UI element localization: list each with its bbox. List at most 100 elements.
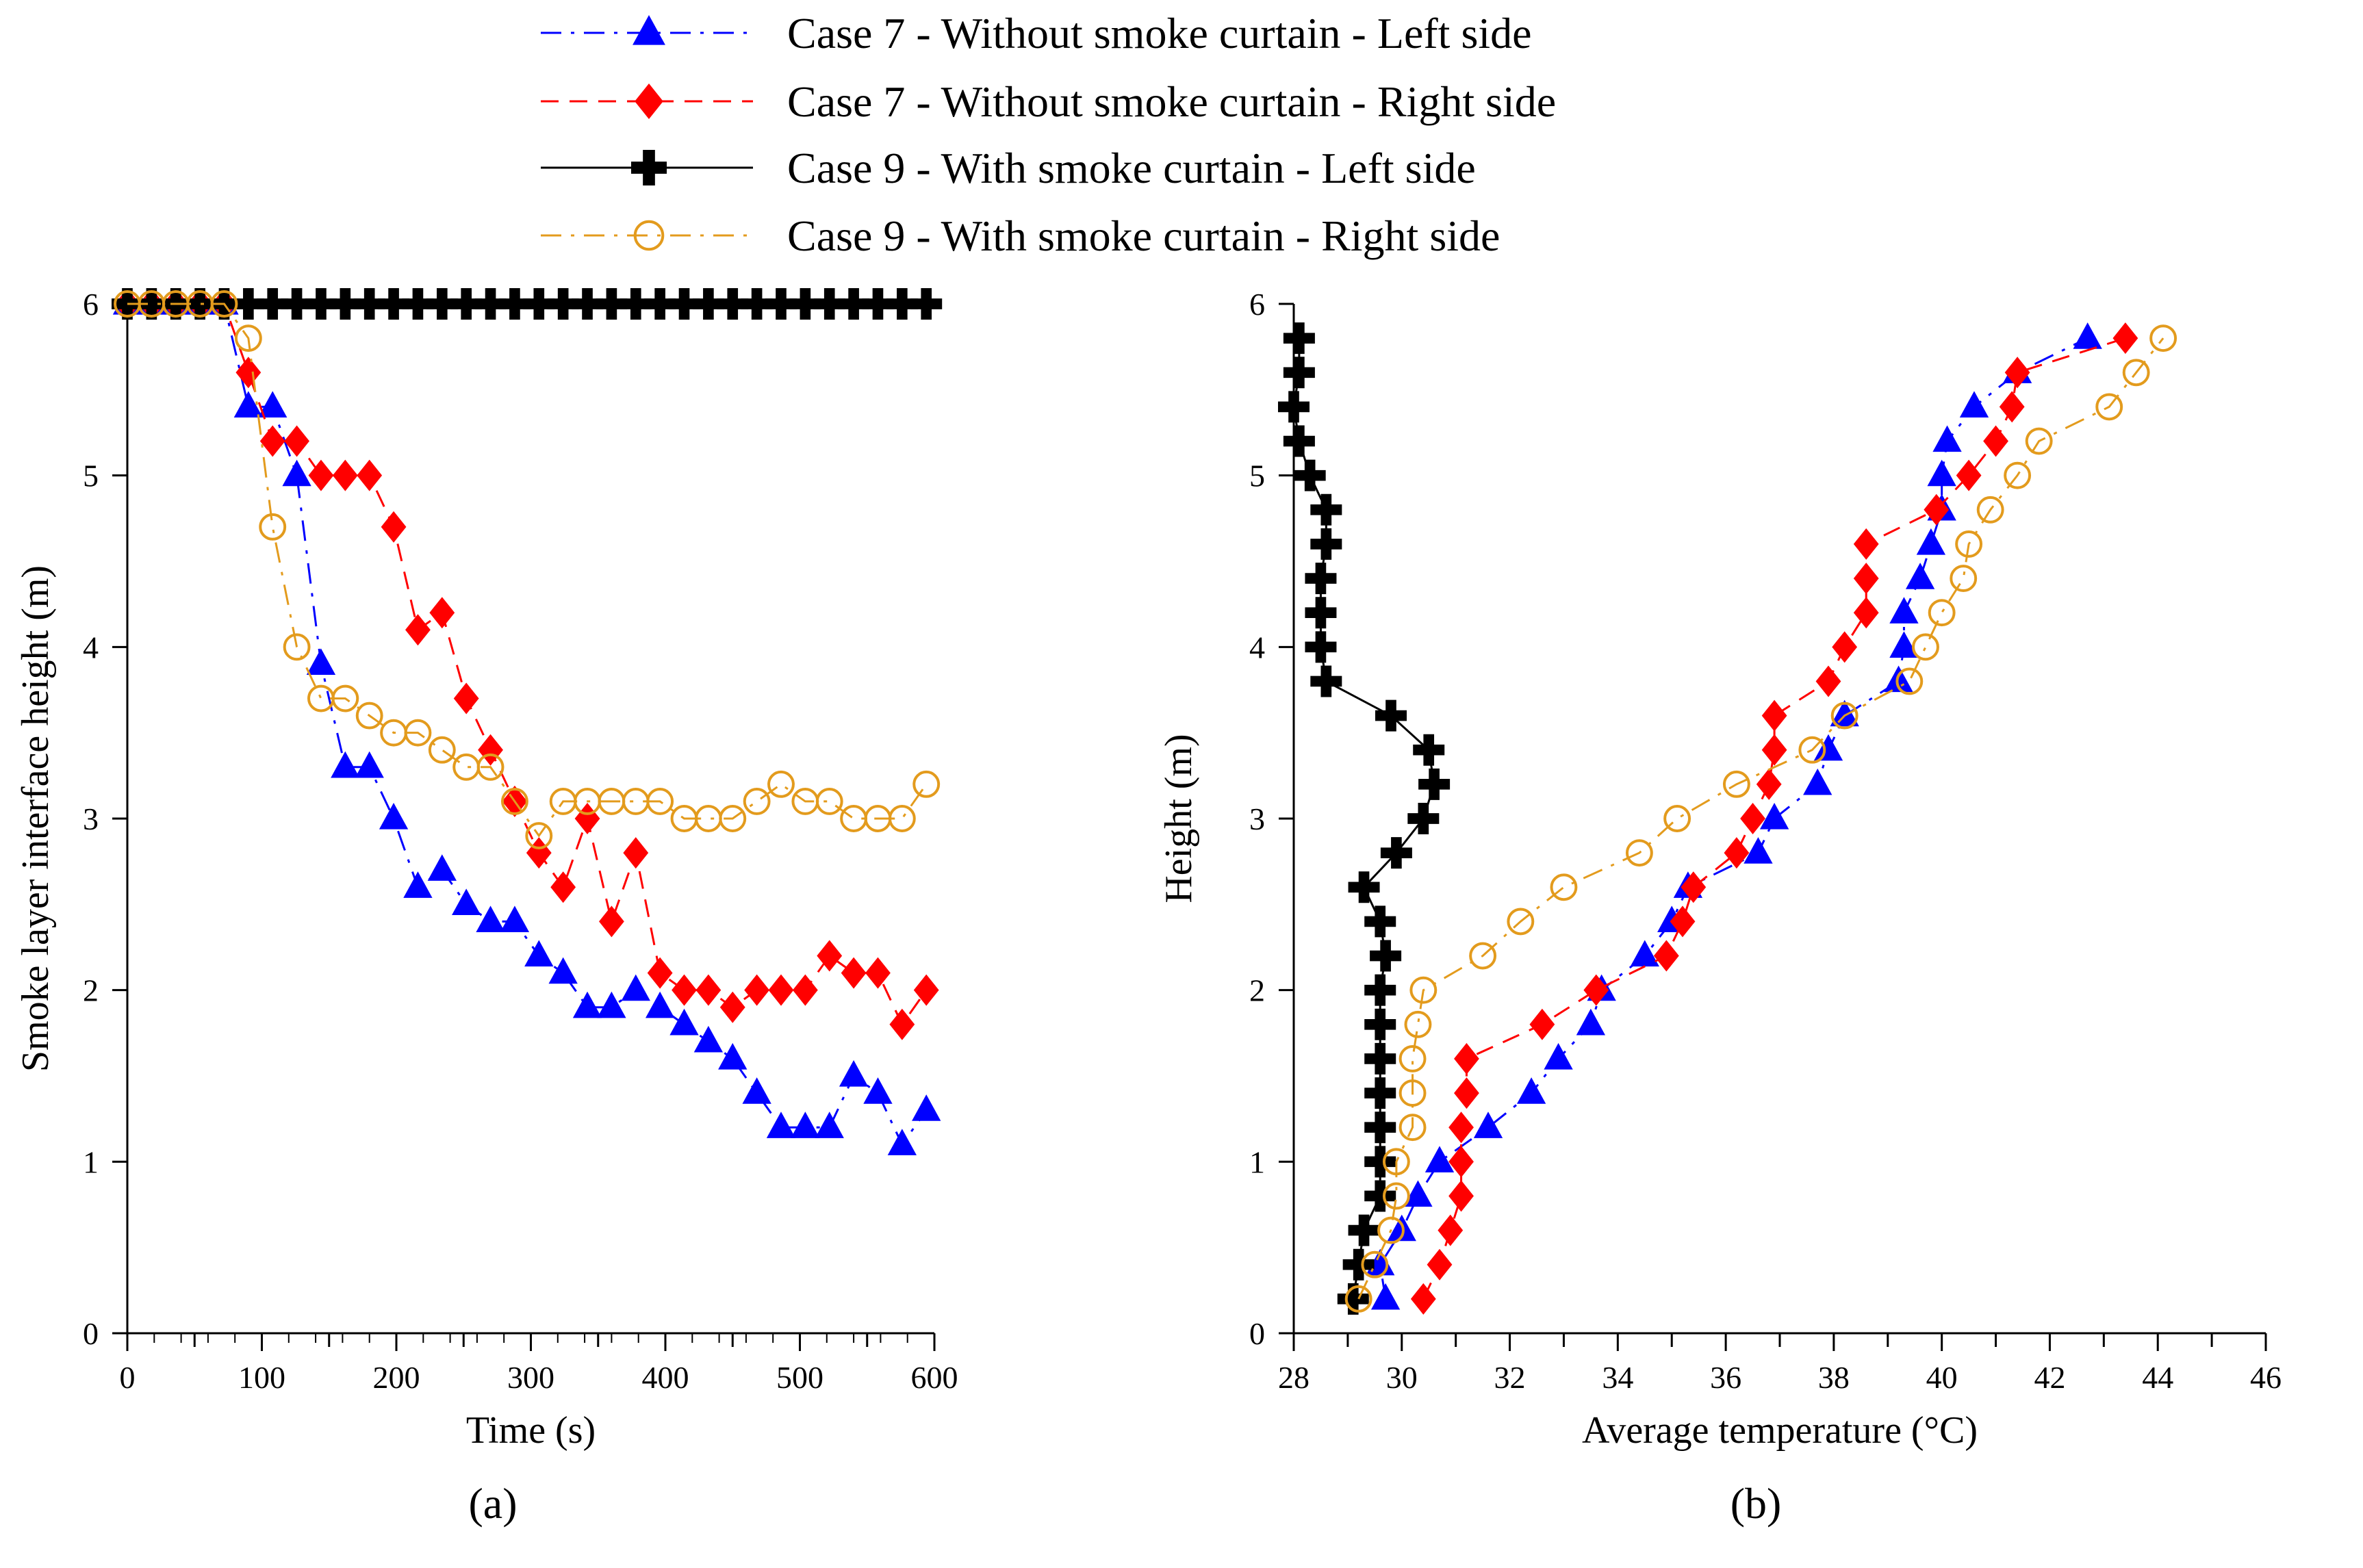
legend-marker-1 (633, 15, 665, 45)
data-point (718, 1042, 748, 1070)
data-point (259, 513, 287, 541)
data-point (1743, 837, 1773, 864)
data-point (815, 787, 843, 815)
legend-label-3: Case 9 - With smoke curtain - Left side (787, 144, 1476, 192)
data-point (353, 288, 385, 320)
data-point (597, 991, 626, 1018)
data-point (1983, 425, 2008, 457)
data-point (402, 288, 434, 320)
data-point (1438, 1214, 1464, 1246)
y-tick-label: 3 (1249, 801, 1265, 836)
data-point (1473, 1111, 1503, 1138)
data-point (572, 991, 602, 1018)
data-point (331, 751, 360, 778)
y-tick-label: 6 (1249, 287, 1265, 322)
data-point (1959, 391, 1989, 418)
data-point (1403, 1180, 1433, 1207)
data-point (889, 1008, 915, 1040)
data-point (887, 1129, 917, 1155)
data-point (1507, 908, 1535, 936)
data-point (599, 905, 624, 938)
data-point (452, 888, 481, 915)
data-point (1364, 1111, 1396, 1144)
data-point (1409, 976, 1438, 1004)
data-point (1364, 1042, 1396, 1075)
data-point (1653, 940, 1679, 972)
data-point (379, 803, 409, 830)
data-point (621, 974, 650, 1001)
data-point (1370, 940, 1402, 972)
legend-marker-2 (635, 83, 663, 119)
data-point (719, 805, 747, 832)
y-axis-title: Height (m) (1158, 734, 1200, 903)
x-axis-title: Time (s) (466, 1409, 596, 1452)
data-point (378, 288, 410, 320)
data-point (1310, 665, 1342, 697)
data-point (405, 614, 431, 646)
data-point (2004, 357, 2030, 389)
data-point (355, 702, 383, 730)
data-point (452, 753, 481, 781)
data-point (886, 288, 918, 320)
data-point (232, 288, 264, 320)
y-tick-label: 5 (83, 459, 99, 493)
data-point (669, 1008, 699, 1036)
data-point (792, 974, 818, 1006)
data-point (789, 288, 821, 320)
series-4 (1344, 324, 2177, 1313)
legend-marker-3 (631, 150, 667, 185)
data-point (913, 974, 939, 1006)
data-point (1283, 357, 1315, 389)
data-point (1950, 565, 1978, 593)
data-point (1722, 770, 1750, 798)
data-point (498, 288, 531, 320)
data-point (1361, 1250, 1389, 1278)
data-point (1283, 425, 1315, 457)
data-point (427, 854, 457, 881)
data-point (404, 719, 432, 747)
data-point (717, 288, 749, 320)
data-point (2149, 324, 2177, 352)
data-point (1375, 699, 1407, 732)
data-point (1912, 633, 1939, 661)
data-point (1364, 1077, 1396, 1109)
data-point (1625, 839, 1653, 867)
data-point (550, 871, 576, 903)
x-tick-label: 40 (1926, 1360, 1958, 1395)
y-tick-label: 2 (1249, 973, 1265, 1008)
data-point (500, 787, 528, 815)
data-point (1798, 736, 1826, 764)
data-point (672, 974, 697, 1006)
legend-label-1: Case 7 - Without smoke curtain - Left si… (787, 9, 1532, 57)
data-point (1832, 631, 1858, 663)
x-tick-label: 46 (2250, 1360, 2282, 1395)
data-point (1761, 734, 1787, 766)
data-point (1305, 597, 1337, 629)
data-point (1377, 1216, 1405, 1244)
data-point (478, 734, 503, 766)
data-point (547, 288, 579, 320)
data-point (526, 837, 552, 869)
data-point (1830, 699, 1859, 727)
series-2 (1410, 322, 2138, 1315)
series-line-1 (1379, 337, 2089, 1300)
data-point (1815, 665, 1841, 697)
data-point (305, 288, 337, 320)
series-line-2 (127, 303, 928, 1027)
data-point (1999, 391, 2025, 423)
data-point (1413, 734, 1445, 766)
data-point (1364, 1008, 1396, 1040)
data-point (574, 803, 600, 834)
chart-panel-a: 0 100 200 300 400 500 600 0 1 2 3 4 5 6 Time (s) Smoke … (14, 287, 958, 1528)
data-point (1663, 805, 1691, 832)
data-point (1756, 768, 1782, 800)
data-point (838, 288, 870, 320)
x-tick-label: 300 (507, 1360, 554, 1395)
panel-label: (a) (468, 1479, 517, 1528)
data-point (1448, 1111, 1474, 1144)
data-point (476, 905, 505, 933)
series-2 (114, 288, 939, 1040)
data-point (863, 1077, 893, 1104)
data-point (1927, 459, 1956, 487)
